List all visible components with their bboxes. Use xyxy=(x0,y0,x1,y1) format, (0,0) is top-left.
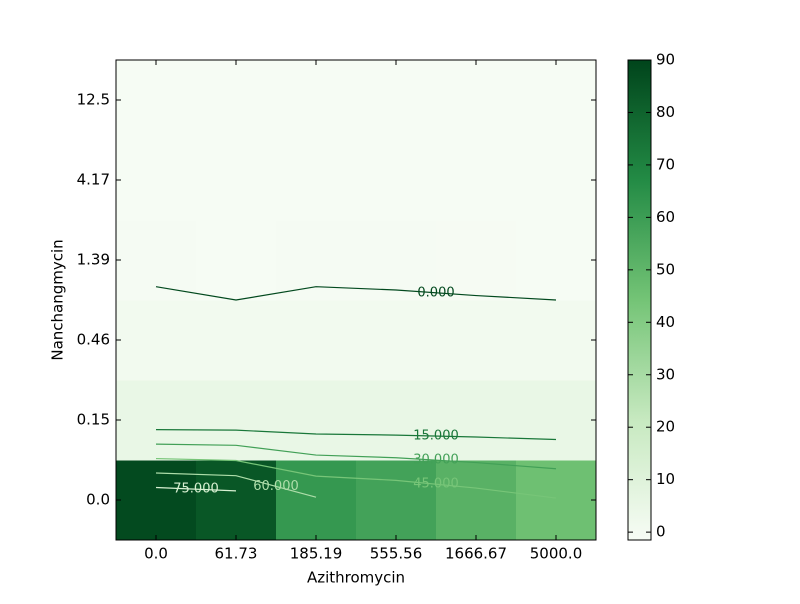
heatmap-cell xyxy=(356,60,437,141)
heatmap-cell xyxy=(116,300,197,381)
heatmap-cell xyxy=(196,220,277,301)
heatmap-cell xyxy=(356,220,437,301)
contour-label: 45.000 xyxy=(413,477,459,492)
y-tick-label: 0.15 xyxy=(77,411,110,429)
heatmap-cell xyxy=(516,300,597,381)
y-tick-label: 0.46 xyxy=(77,331,110,349)
heatmap-cell xyxy=(436,460,517,541)
colorbar-tick-label: 60 xyxy=(656,208,675,226)
heatmap-cell xyxy=(516,140,597,221)
heatmap-cell xyxy=(356,300,437,381)
heatmap-cell xyxy=(116,380,197,461)
contour-line xyxy=(155,429,557,441)
colorbar-tick-label: 80 xyxy=(656,103,675,121)
contour-line xyxy=(155,457,557,499)
y-tick-label: 12.5 xyxy=(77,91,110,109)
contour-line xyxy=(155,472,317,498)
heatmap-cell xyxy=(516,380,597,461)
contour-line xyxy=(155,443,557,470)
heatmap-cell xyxy=(196,460,277,541)
x-tick-label: 0.0 xyxy=(144,545,168,563)
colorbar-tick-label: 10 xyxy=(656,470,675,488)
heatmap-cell xyxy=(116,220,197,301)
heatmap-cell xyxy=(196,60,277,141)
heatmap-cell xyxy=(196,140,277,221)
x-tick-label: 185.19 xyxy=(290,545,343,563)
heatmap-cell xyxy=(276,60,357,141)
heatmap-cell xyxy=(516,60,597,141)
contour-label: 0.000 xyxy=(417,285,454,300)
heatmap-cell xyxy=(196,380,277,461)
contour-line xyxy=(155,486,237,492)
heatmap-cell xyxy=(436,380,517,461)
heatmap-cell xyxy=(356,140,437,221)
x-tick-label: 555.56 xyxy=(370,545,423,563)
heatmap-cell xyxy=(436,140,517,221)
heatmap-cell xyxy=(436,220,517,301)
colorbar-tick-label: 20 xyxy=(656,418,675,436)
colorbar xyxy=(627,59,652,541)
heatmap-cell xyxy=(276,300,357,381)
y-tick-label: 4.17 xyxy=(77,171,110,189)
heatmap-cell xyxy=(276,140,357,221)
colorbar-tick-label: 90 xyxy=(656,51,675,69)
contour-line xyxy=(155,286,557,301)
contour-label: 75.000 xyxy=(173,482,219,497)
heatmap-cell xyxy=(116,460,197,541)
heatmap-cell xyxy=(116,140,197,221)
colorbar-tick-label: 40 xyxy=(656,313,675,331)
y-tick-label: 1.39 xyxy=(77,251,110,269)
x-tick-label: 5000.0 xyxy=(530,545,583,563)
colorbar-tick-label: 50 xyxy=(656,260,675,278)
heatmap-cell xyxy=(276,460,357,541)
plot-frame xyxy=(115,59,597,541)
heatmap-cell xyxy=(436,300,517,381)
heatmap-cell xyxy=(116,60,197,141)
heatmap-cell xyxy=(356,380,437,461)
heatmap-cell xyxy=(276,380,357,461)
contour-label: 15.000 xyxy=(413,429,459,444)
heatmap-cell xyxy=(196,300,277,381)
x-axis-label: Azithromycin xyxy=(307,569,405,587)
heatmap-cell xyxy=(516,460,597,541)
heatmap-cell xyxy=(436,60,517,141)
x-tick-label: 61.73 xyxy=(215,545,258,563)
contour-label: 30.000 xyxy=(413,453,459,468)
contour-label: 60.000 xyxy=(253,479,299,494)
x-tick-label: 1666.67 xyxy=(445,545,507,563)
heatmap-cell xyxy=(516,220,597,301)
colorbar-tick-label: 30 xyxy=(656,365,675,383)
colorbar-tick-label: 0 xyxy=(656,523,666,541)
heatmap-cell xyxy=(356,460,437,541)
y-tick-label: 0.0 xyxy=(86,491,110,509)
colorbar-tick-label: 70 xyxy=(656,155,675,173)
y-axis-label: Nanchangmycin xyxy=(49,239,67,360)
